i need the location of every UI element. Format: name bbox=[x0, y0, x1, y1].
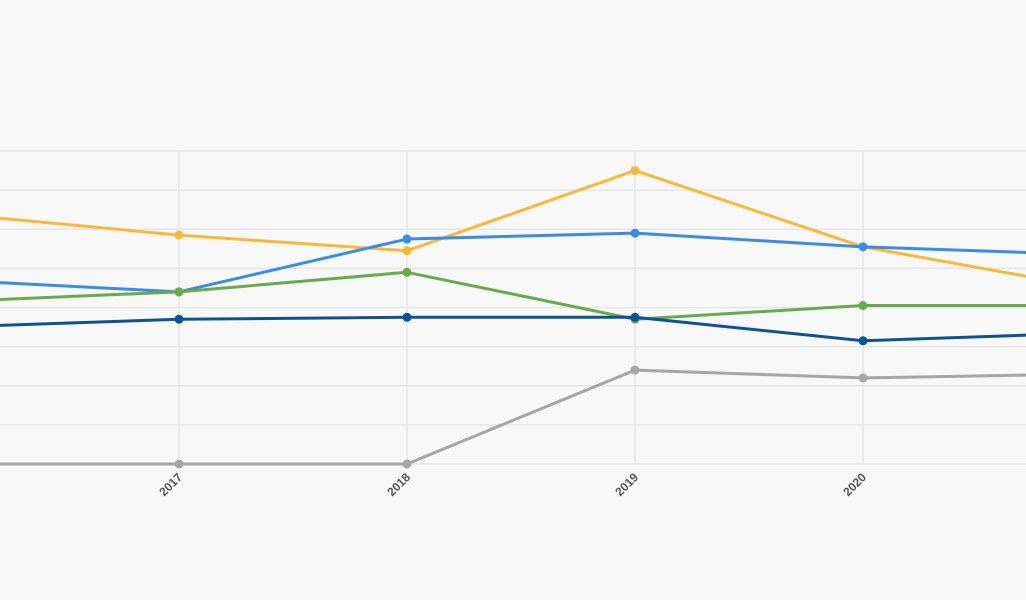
data-point[interactable] bbox=[630, 365, 640, 375]
series-0 bbox=[0, 166, 1026, 278]
data-point[interactable] bbox=[858, 301, 868, 311]
series-line bbox=[0, 368, 1026, 466]
series-line bbox=[0, 315, 1026, 343]
x-tick-label: 2017 bbox=[156, 470, 185, 499]
x-axis-ticks: 2017 2018 2019 2020 bbox=[156, 470, 869, 499]
data-point[interactable] bbox=[174, 287, 184, 297]
series-3 bbox=[0, 312, 1026, 346]
series-2 bbox=[0, 267, 1026, 324]
data-point[interactable] bbox=[402, 459, 412, 469]
x-tick-label: 2019 bbox=[612, 470, 641, 499]
series-line bbox=[0, 169, 1026, 278]
data-point[interactable] bbox=[630, 312, 640, 322]
series-1 bbox=[0, 228, 1026, 297]
series-layer bbox=[0, 166, 1026, 469]
data-point[interactable] bbox=[402, 234, 412, 244]
series-line bbox=[0, 270, 1026, 321]
series-line bbox=[0, 231, 1026, 294]
data-point[interactable] bbox=[402, 312, 412, 322]
x-tick-label: 2020 bbox=[840, 470, 869, 499]
data-point[interactable] bbox=[402, 267, 412, 277]
data-point[interactable] bbox=[174, 230, 184, 240]
data-point[interactable] bbox=[858, 336, 868, 346]
x-tick-label: 2018 bbox=[384, 470, 413, 499]
data-point[interactable] bbox=[402, 246, 412, 256]
data-point[interactable] bbox=[630, 228, 640, 238]
data-point[interactable] bbox=[174, 314, 184, 324]
data-point[interactable] bbox=[174, 459, 184, 469]
data-point[interactable] bbox=[858, 373, 868, 383]
data-point[interactable] bbox=[858, 242, 868, 252]
series-4 bbox=[0, 365, 1026, 469]
grid bbox=[0, 150, 1026, 465]
data-point[interactable] bbox=[630, 166, 640, 176]
